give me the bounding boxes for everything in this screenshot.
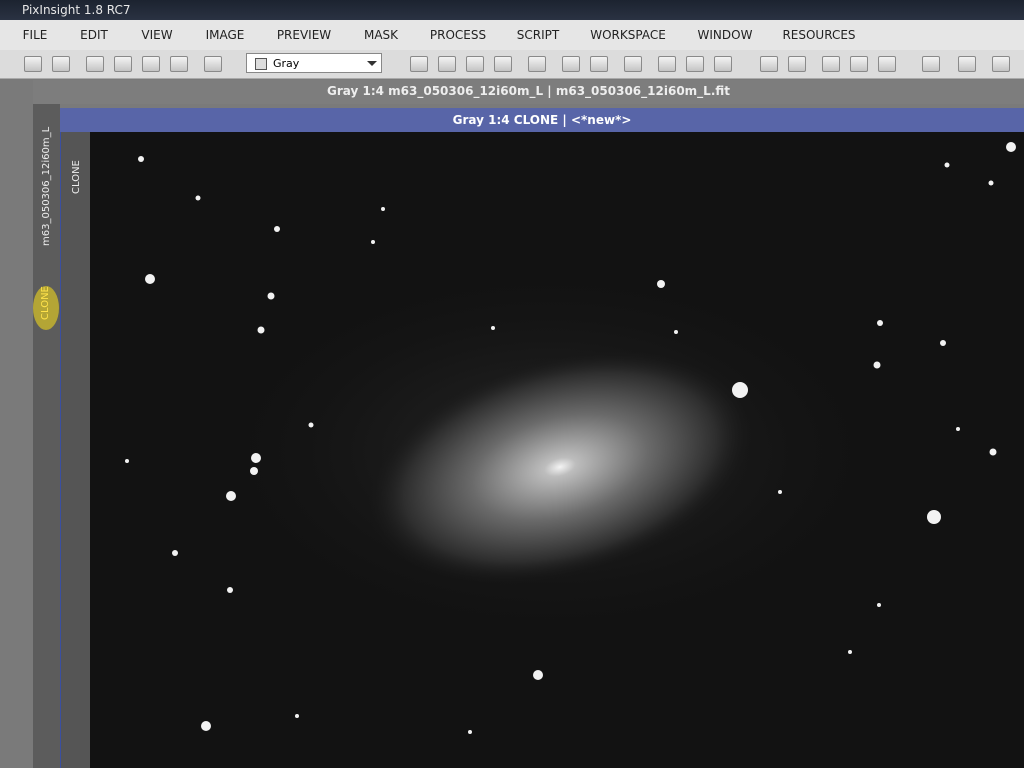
tool-button[interactable] bbox=[590, 56, 608, 72]
window-tab-strip: CLONE bbox=[60, 132, 91, 768]
star bbox=[250, 467, 258, 475]
star bbox=[956, 427, 960, 431]
menu-bar: FILE EDIT VIEW IMAGE PREVIEW MASK PROCESS SCRIP… bbox=[0, 20, 1024, 50]
star bbox=[308, 422, 314, 428]
star bbox=[468, 730, 472, 734]
menu-item[interactable]: VIEW bbox=[141, 28, 173, 42]
tool-button[interactable] bbox=[850, 56, 868, 72]
tool-button[interactable] bbox=[410, 56, 428, 72]
menu-item[interactable]: WINDOW bbox=[697, 28, 753, 42]
workspace-tab[interactable]: CLONE bbox=[40, 286, 51, 320]
tool-button[interactable] bbox=[114, 56, 132, 72]
star bbox=[989, 448, 997, 456]
star bbox=[674, 330, 678, 334]
menu-item[interactable]: RESOURCES bbox=[782, 28, 856, 42]
stars bbox=[125, 142, 1016, 734]
tool-button[interactable] bbox=[992, 56, 1010, 72]
star bbox=[873, 361, 881, 369]
star bbox=[257, 326, 265, 334]
star bbox=[267, 292, 275, 300]
menu-item[interactable]: FILE bbox=[22, 28, 48, 42]
tool-button[interactable] bbox=[958, 56, 976, 72]
star bbox=[778, 490, 782, 494]
app-title: PixInsight 1.8 RC7 bbox=[22, 3, 131, 17]
star bbox=[657, 280, 665, 288]
menu-item[interactable]: IMAGE bbox=[205, 28, 245, 42]
star bbox=[988, 180, 994, 186]
star bbox=[227, 587, 233, 593]
tool-button[interactable] bbox=[142, 56, 160, 72]
menu-item[interactable]: WORKSPACE bbox=[590, 28, 666, 42]
tool-button[interactable] bbox=[714, 56, 732, 72]
star bbox=[877, 320, 883, 326]
star bbox=[927, 510, 941, 524]
tool-button[interactable] bbox=[658, 56, 676, 72]
active-window-title[interactable]: Gray 1:4 CLONE | <*new*> bbox=[60, 108, 1024, 132]
star bbox=[877, 603, 881, 607]
star bbox=[172, 550, 178, 556]
star bbox=[940, 340, 946, 346]
star bbox=[125, 459, 129, 463]
star bbox=[732, 382, 748, 398]
tool-button[interactable] bbox=[438, 56, 456, 72]
star bbox=[251, 453, 261, 463]
tool-button[interactable] bbox=[528, 56, 546, 72]
tool-button[interactable] bbox=[788, 56, 806, 72]
star bbox=[944, 162, 950, 168]
tool-button[interactable] bbox=[686, 56, 704, 72]
tool-button[interactable] bbox=[494, 56, 512, 72]
star bbox=[295, 714, 299, 718]
tool-button[interactable] bbox=[86, 56, 104, 72]
toolbar: Gray bbox=[0, 50, 1024, 79]
tool-button[interactable] bbox=[52, 56, 70, 72]
star bbox=[274, 226, 280, 232]
tool-button[interactable] bbox=[24, 56, 42, 72]
star bbox=[533, 670, 543, 680]
cursor-highlight bbox=[33, 286, 59, 330]
image-view bbox=[90, 132, 1024, 768]
star bbox=[201, 721, 211, 731]
tool-button[interactable] bbox=[466, 56, 484, 72]
star bbox=[381, 207, 385, 211]
star bbox=[848, 650, 852, 654]
title-bar: PixInsight 1.8 RC7 bbox=[0, 0, 1024, 20]
menu-item[interactable]: EDIT bbox=[80, 28, 108, 42]
star bbox=[491, 326, 495, 330]
star bbox=[226, 491, 236, 501]
tool-button[interactable] bbox=[204, 56, 222, 72]
tool-button[interactable] bbox=[878, 56, 896, 72]
tool-button[interactable] bbox=[562, 56, 580, 72]
window-tab[interactable]: m63_050306_12i60m_L bbox=[41, 126, 52, 246]
tool-button[interactable] bbox=[170, 56, 188, 72]
window-tab[interactable]: CLONE bbox=[71, 160, 82, 194]
menu-item[interactable]: MASK bbox=[363, 28, 399, 42]
star bbox=[138, 156, 144, 162]
star bbox=[195, 195, 201, 201]
star bbox=[371, 240, 375, 244]
background-window-title[interactable]: Gray 1:4 m63_050306_12i60m_L | m63_05030… bbox=[33, 80, 1024, 104]
tool-button[interactable] bbox=[822, 56, 840, 72]
tool-button[interactable] bbox=[624, 56, 642, 72]
menu-item[interactable]: SCRIPT bbox=[516, 28, 560, 42]
star bbox=[145, 274, 155, 284]
tool-button[interactable] bbox=[760, 56, 778, 72]
menu-item[interactable]: PROCESS bbox=[429, 28, 487, 42]
galaxy bbox=[364, 348, 756, 586]
view-mode-combo[interactable]: Gray bbox=[246, 53, 382, 73]
tool-button[interactable] bbox=[922, 56, 940, 72]
menu-item[interactable]: PREVIEW bbox=[276, 28, 332, 42]
workspace-tab-strip: m63_050306_12i60m_L CLONE bbox=[33, 104, 60, 768]
star bbox=[1006, 142, 1016, 152]
